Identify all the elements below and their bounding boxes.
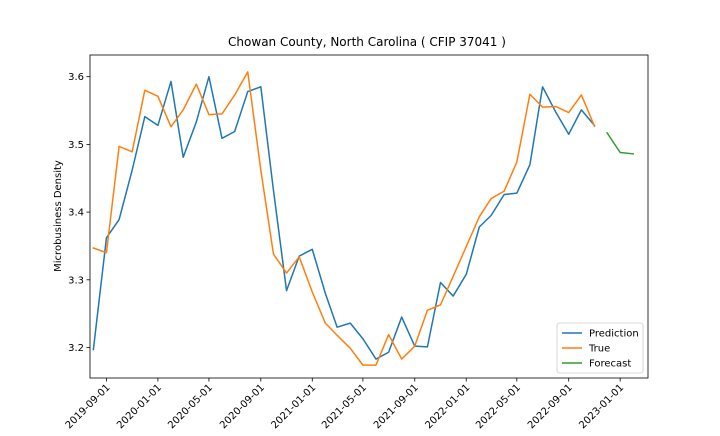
y-tick-label: 3.2 [68,343,84,354]
series-line-true [92,71,596,366]
legend-label-forecast: Forecast [589,359,631,370]
series-line-forecast [606,131,635,155]
y-tick-label: 3.5 [68,140,84,151]
y-tick-label: 3.4 [68,208,84,219]
legend-label-prediction: Prediction [589,329,639,340]
plot-frame [89,54,649,379]
legend-box [556,322,644,374]
legend-label-true: True [588,344,610,355]
chart-title: Chowan County, North Carolina ( CFIP 370… [228,35,506,49]
y-tick-label: 3.3 [68,275,84,286]
y-tick-label: 3.6 [68,72,84,83]
y-axis-label: Microbusiness Density [53,160,64,272]
legend: Prediction True Forecast [556,322,644,374]
